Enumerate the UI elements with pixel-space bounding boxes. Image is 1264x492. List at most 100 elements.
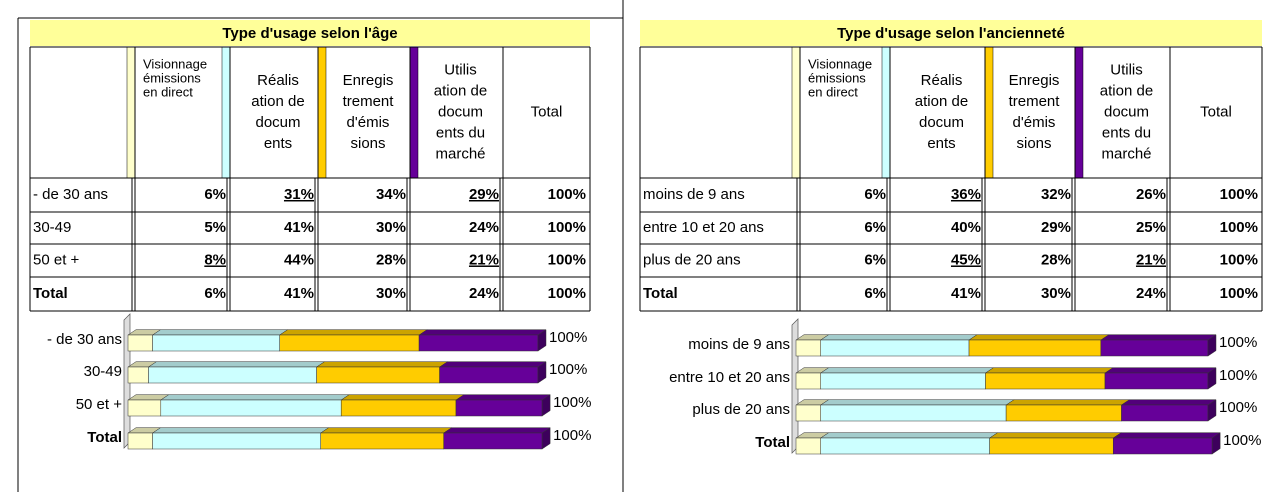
bar-top	[984, 367, 1114, 374]
column-header: marché	[1101, 145, 1151, 162]
bar-top	[819, 334, 978, 341]
title-bar	[30, 20, 590, 46]
header-strip	[409, 46, 419, 179]
bar-label: entre 10 et 20 ans	[669, 369, 790, 386]
column-header: ents	[264, 135, 292, 152]
column-header: Réalis	[257, 72, 299, 89]
bar-label: plus de 20 ans	[692, 401, 790, 418]
bar-label: Total	[87, 429, 122, 446]
column-header: ation de	[915, 93, 968, 110]
panel-title: Type d'usage selon l'âge	[222, 25, 397, 42]
bar-segment	[989, 437, 1114, 455]
bar-label: 30-49	[84, 363, 122, 380]
header-strip	[791, 46, 801, 179]
total-label: 100%	[553, 394, 591, 411]
cell-value: 28%	[1041, 251, 1071, 268]
bar-side	[541, 427, 551, 450]
bar-segment	[127, 366, 149, 384]
bar-segment	[148, 366, 317, 384]
bar-segment	[127, 399, 162, 417]
column-header: ents du	[1102, 124, 1151, 141]
column-header: d'émis	[347, 114, 390, 131]
cell-value: 40%	[951, 219, 981, 236]
bar-segment	[439, 366, 539, 384]
cell-value: 100%	[1220, 251, 1258, 268]
header-strip	[126, 46, 136, 179]
column-header: docum	[919, 114, 964, 131]
title-bar	[640, 20, 1262, 46]
column-header: en direct	[143, 84, 193, 99]
cell-value: 34%	[376, 186, 406, 203]
row-label: 30-49	[33, 219, 71, 236]
bar-top	[315, 361, 449, 368]
bar-label: Total	[755, 434, 790, 451]
total-label: 100%	[1219, 367, 1257, 384]
column-header: ation de	[1100, 82, 1153, 99]
total-label: 100%	[553, 427, 591, 444]
bar-top	[159, 394, 351, 401]
bar-segment	[160, 399, 342, 417]
bar-segment	[820, 437, 990, 455]
cell-value: 6%	[864, 251, 886, 268]
column-header: Visionnage	[808, 56, 872, 71]
cell-value: 100%	[548, 251, 586, 268]
cell-value: 100%	[548, 186, 586, 203]
bar-segment	[279, 334, 420, 352]
bar-top	[819, 367, 995, 374]
bar-top	[319, 427, 453, 434]
column-header: Utilis	[444, 61, 477, 78]
bar-top	[1120, 399, 1217, 406]
bar-segment	[795, 437, 821, 455]
bar-top	[988, 432, 1123, 439]
column-header: ents du	[436, 124, 485, 141]
bar-label: - de 30 ans	[47, 331, 122, 348]
bar-side	[541, 394, 551, 417]
bar-segment	[443, 432, 543, 450]
bar-segment	[820, 404, 1007, 422]
column-header: docum	[1104, 103, 1149, 120]
cell-value: 30%	[376, 219, 406, 236]
row-label: Total	[33, 285, 68, 302]
bar-top	[438, 361, 547, 368]
bar-segment	[1005, 404, 1122, 422]
bar-segment	[1112, 437, 1213, 455]
column-header: docum	[255, 114, 300, 131]
bar-side	[1211, 432, 1221, 455]
bar-top	[455, 394, 551, 401]
header-strip	[984, 46, 994, 179]
header-strip	[317, 46, 327, 179]
bar-top	[968, 334, 1110, 341]
cell-value: 8%	[204, 251, 226, 268]
bar-side	[537, 361, 547, 384]
cell-value: 41%	[951, 285, 981, 302]
column-header: émissions	[808, 70, 866, 85]
bar-side	[1207, 334, 1217, 357]
cell-value: 21%	[1136, 251, 1166, 268]
bar-top	[819, 432, 999, 439]
bar-top	[1112, 432, 1221, 439]
cell-value: 5%	[204, 219, 226, 236]
bar-segment	[455, 399, 543, 417]
bar-segment	[795, 404, 821, 422]
total-label: 100%	[549, 329, 587, 346]
row-label: - de 30 ans	[33, 186, 108, 203]
cell-value: 100%	[1220, 186, 1258, 203]
header-strip	[221, 46, 231, 179]
column-header: émissions	[143, 70, 201, 85]
bar-top	[1100, 334, 1217, 341]
row-label: 50 et +	[33, 251, 80, 268]
column-header: ation de	[434, 82, 487, 99]
column-header: Enregis	[343, 72, 394, 89]
cell-value: 24%	[1136, 285, 1166, 302]
bar-top	[442, 427, 551, 434]
bar-segment	[316, 366, 440, 384]
column-header: Enregis	[1009, 72, 1060, 89]
cell-value: 28%	[376, 251, 406, 268]
bar-segment	[127, 432, 153, 450]
cell-value: 100%	[1220, 219, 1258, 236]
column-header: sions	[1016, 135, 1051, 152]
bar-segment	[968, 339, 1102, 357]
cell-value: 6%	[204, 186, 226, 203]
bar-segment	[820, 372, 986, 390]
